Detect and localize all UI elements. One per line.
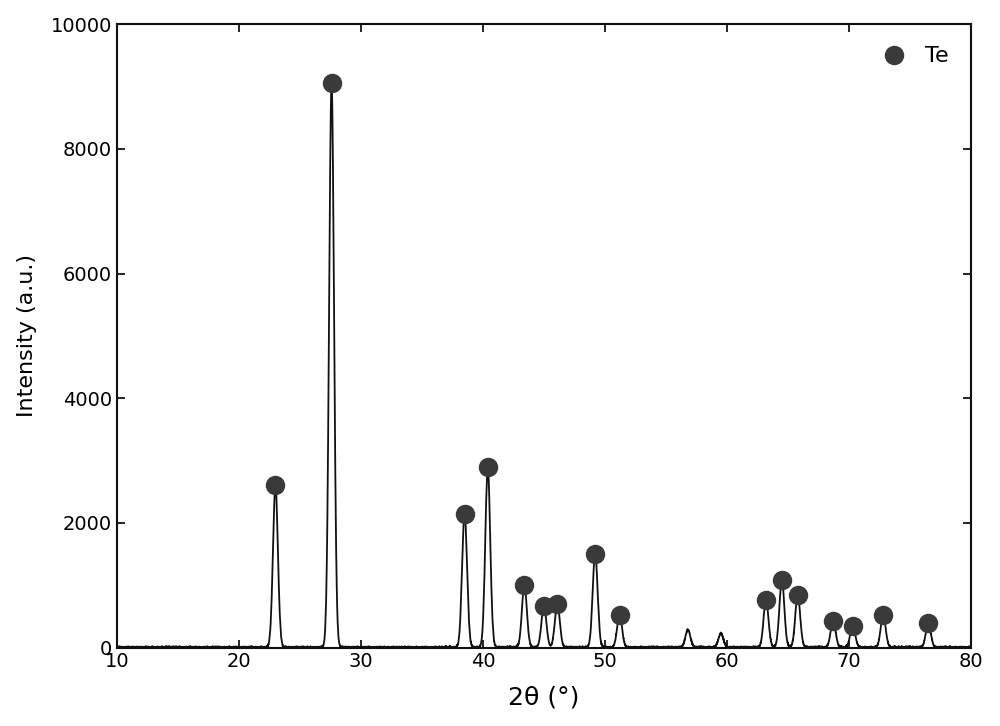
Legend: Te: Te	[861, 36, 960, 78]
X-axis label: 2θ (°): 2θ (°)	[508, 685, 580, 709]
Y-axis label: Intensity (a.u.): Intensity (a.u.)	[17, 254, 37, 417]
